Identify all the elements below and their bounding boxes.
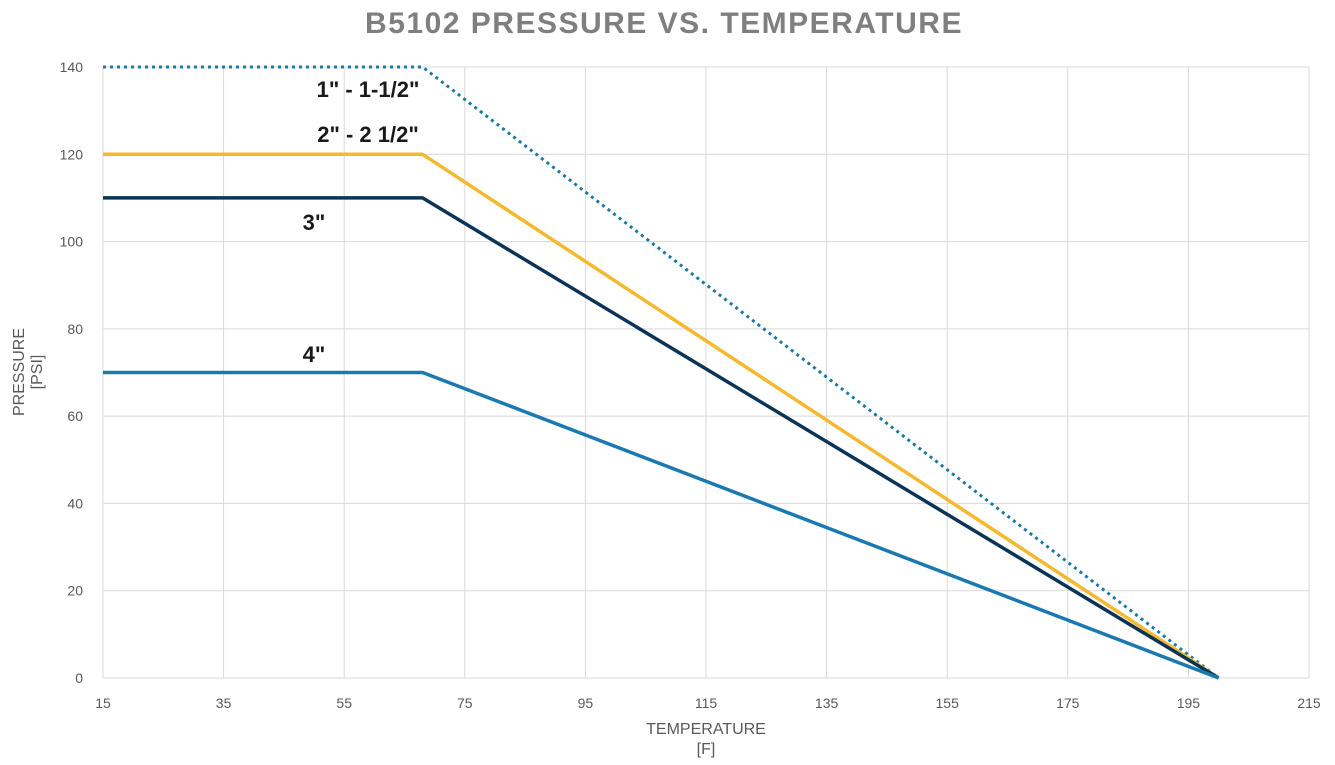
x-tick-label: 115: [695, 695, 718, 711]
series-3-inch-label: 3": [303, 210, 326, 235]
series-2-2-half-inch-label: 2" - 2 1/2": [317, 122, 419, 147]
series-3-inch-line: [103, 196, 1220, 680]
x-tick-label: 175: [1056, 695, 1080, 711]
chart-title: B5102 PRESSURE VS. TEMPERATURE: [365, 7, 963, 40]
x-tick-labels: 15 35 55 75 95 115 135 155 175 195 215: [95, 695, 1321, 711]
x-tick-label: 135: [815, 695, 839, 711]
x-axis-unit: [F]: [697, 741, 716, 758]
x-tick-label: 35: [216, 695, 232, 711]
y-tick-label: 100: [60, 234, 84, 250]
series-1-1-half-inch-line: [103, 65, 1220, 680]
y-tick-label: 20: [67, 583, 83, 599]
series-1-1-half-inch-label: 1" - 1-1/2": [317, 77, 420, 102]
y-tick-label: 120: [60, 146, 84, 162]
gridlines: [102, 66, 1310, 679]
series-4-inch-line: [103, 370, 1220, 680]
x-tick-label: 15: [95, 695, 111, 711]
x-tick-label: 55: [336, 695, 352, 711]
series-4-inch-label: 4": [303, 342, 326, 367]
x-axis-label: TEMPERATURE: [646, 721, 766, 738]
y-tick-label: 140: [60, 59, 84, 75]
x-tick-label: 215: [1297, 695, 1321, 711]
y-tick-labels: 0 20 40 60 80 100 120 140: [60, 59, 84, 686]
y-tick-label: 0: [75, 670, 83, 686]
x-tick-label: 95: [578, 695, 594, 711]
y-tick-label: 60: [67, 408, 83, 424]
x-tick-label: 155: [936, 695, 960, 711]
series-lines: [103, 65, 1220, 680]
y-axis-unit: [PSI]: [29, 355, 46, 390]
x-tick-label: 195: [1177, 695, 1201, 711]
series-2-2-half-inch-line: [103, 152, 1220, 680]
series-labels: 1" - 1-1/2" 2" - 2 1/2" 3" 4": [303, 77, 420, 367]
y-tick-label: 40: [67, 495, 83, 511]
y-tick-label: 80: [67, 321, 83, 337]
x-tick-label: 75: [457, 695, 473, 711]
y-axis-label: PRESSURE: [11, 328, 28, 416]
